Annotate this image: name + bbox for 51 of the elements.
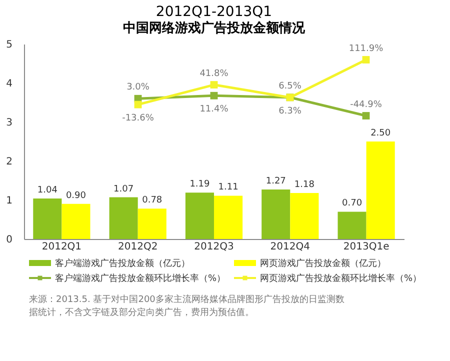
y-tick-label: 3 [6,118,12,128]
bar [290,192,319,239]
bar [138,208,166,239]
data-label: 1.11 [218,182,238,193]
legend-label: 客户端游戏广告投放金额环比增长率（%） [55,273,226,284]
data-label: 6.5% [278,81,302,92]
chart-subtitle: 中国网络游戏广告投放金额情况 [123,20,306,36]
data-label: 1.19 [190,180,210,190]
data-label: 2.50 [370,128,391,138]
data-label: -44.9% [350,100,382,110]
data-label: 3.0% [126,82,150,93]
bar [214,196,243,239]
point [210,92,218,100]
data-label: 1.27 [266,176,286,186]
data-label: -13.6% [122,114,154,124]
y-tick-label: 2 [6,156,12,168]
bar [109,197,138,239]
data-label: 0.90 [66,190,86,201]
legend-label: 网页游戏广告投放金额（亿元） [260,258,386,269]
bar [33,198,62,239]
data-label: 6.3% [278,106,302,116]
y-tick-label: 4 [6,78,12,90]
point [134,100,142,108]
data-label: 11.4% [200,104,229,115]
bar [366,142,395,239]
x-tick-label: 2012Q1 [42,242,82,252]
y-tick-label: 0 [6,234,12,246]
bar [185,192,214,239]
y-tick-label: 5 [6,40,12,50]
point [362,56,370,64]
bar [338,212,366,239]
y-tick-label: 1 [6,196,12,206]
x-tick-label: 2013Q1e [343,242,390,252]
point [210,81,218,88]
source-note: 来源：2013.5. 基于对中国200多家主流网络媒体品牌图形广告投放的日监测数据统计，不含文字链及部分定向类广告，费用为预估值。 [29,294,344,318]
x-tick-label: 2012Q2 [118,242,158,252]
data-label: 1.04 [37,185,58,196]
chart-title: 2012Q1-2013Q1 [156,4,272,20]
data-label: 0.78 [142,196,162,206]
legend-label: 客户端游戏广告投放金额（亿元） [55,258,190,269]
legend-label: 网页游戏广告投放金额环比增长率（%） [260,273,422,284]
x-tick-label: 2012Q4 [270,242,310,252]
x-tick-label: 2012Q3 [194,242,234,252]
data-label: 1.07 [114,184,134,194]
bar [62,204,90,239]
data-label: 0.70 [342,198,362,209]
point [362,112,370,120]
bar [262,189,290,239]
data-label: 1.18 [294,180,315,190]
data-label: 111.9% [348,44,384,54]
data-label: 41.8% [200,68,229,79]
